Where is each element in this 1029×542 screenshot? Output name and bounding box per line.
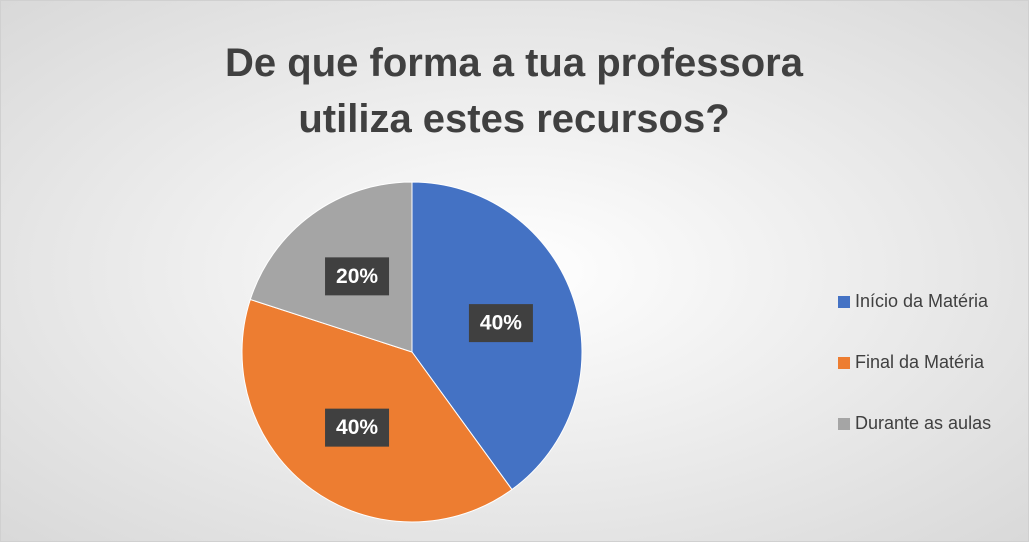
data-label: 40% [480,312,522,335]
data-label-box [325,408,390,447]
data-label-box [468,304,533,343]
legend-label: Durante as aulas [855,413,991,433]
data-label-box [325,257,390,296]
legend-swatch [838,418,850,430]
legend-swatch [838,296,850,308]
legend-label: Final da Matéria [855,352,985,372]
data-label: 40% [336,416,378,439]
legend-swatch [838,357,850,369]
chart-title: De que forma a tua professora utiliza est… [225,41,804,141]
legend-label: Início da Matéria [855,291,989,311]
data-label: 20% [336,265,378,288]
